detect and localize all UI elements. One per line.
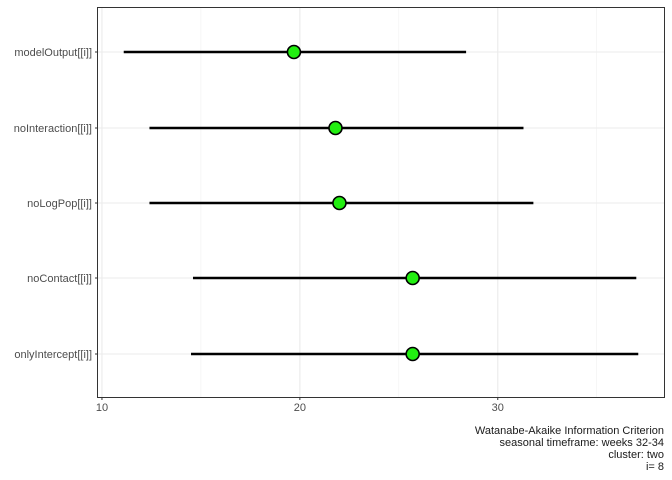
y-tick-label: modelOutput[[i]]: [14, 47, 92, 59]
x-tick-label: 30: [492, 402, 504, 414]
estimate-point: [405, 270, 420, 286]
caption-line-2: seasonal timeframe: weeks 32-34: [500, 437, 664, 449]
estimate-point: [286, 44, 302, 60]
y-tick-label: onlyIntercept[[i]]: [14, 349, 92, 361]
estimate-point: [328, 120, 343, 136]
x-tick-label: 20: [294, 402, 306, 414]
y-tick-labels: modelOutput[[i]] noInteraction[[i]] noLogP…: [14, 47, 98, 361]
caption: Watanabe-Akaike Information Criterion se…: [475, 425, 664, 473]
caption-line-3: cluster: two: [608, 449, 664, 461]
y-tick-label: noLogPop[[i]]: [27, 198, 92, 210]
caption-line-1: Watanabe-Akaike Information Criterion: [475, 425, 664, 437]
x-tick-labels: 10 20 30: [96, 397, 504, 414]
estimate-point: [405, 346, 420, 362]
caption-line-4: i= 8: [646, 461, 664, 473]
y-tick-label: noContact[[i]]: [27, 273, 92, 285]
y-tick-label: noInteraction[[i]]: [14, 123, 92, 135]
estimate-point: [332, 195, 347, 211]
x-tick-label: 10: [96, 402, 108, 414]
estimate-points: [286, 44, 420, 362]
